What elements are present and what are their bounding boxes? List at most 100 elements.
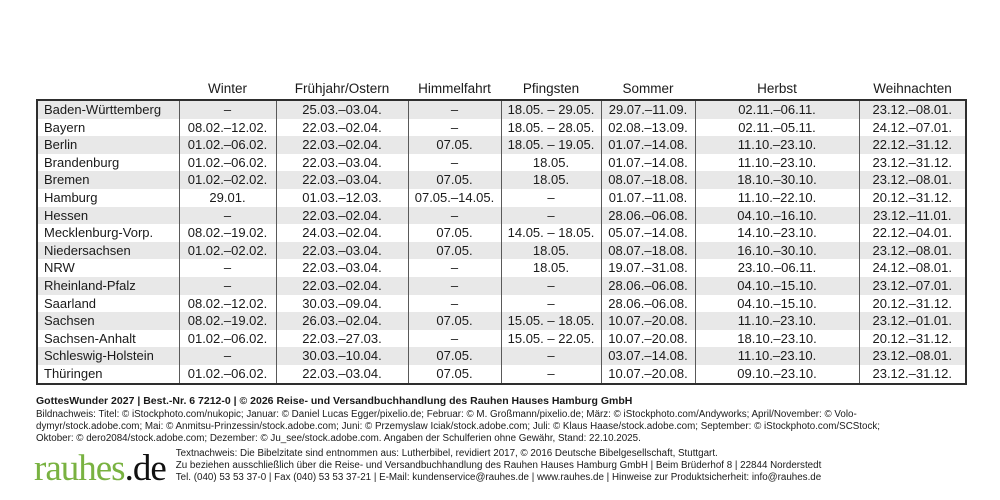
date-cell: 14.05. – 18.05. — [500, 224, 601, 242]
image-credits-line: dymyr/stock.adobe.com; Mai: © Anmitsu-Pr… — [36, 421, 880, 433]
column-header: Sommer — [601, 78, 695, 100]
footer-bottom-row: rauhes.de Textnachweis: Die Bibelzitate … — [34, 446, 821, 489]
column-header: Weihnachten — [859, 78, 966, 100]
image-credits-line: Bildnachweis: Titel: © iStockphoto.com/n… — [36, 409, 857, 420]
date-cell: 02.11.–06.11. — [694, 100, 859, 119]
date-cell: 01.02.–06.02. — [178, 153, 276, 172]
date-cell: 23.12.–31.12. — [858, 153, 966, 172]
date-cell: – — [407, 276, 501, 295]
table-row: Bayern 08.02.–12.02. 22.03.–02.04. –18.05. … — [37, 118, 966, 137]
state-cell: Bayern — [44, 119, 86, 135]
table-row: Hessen –22.03.–02.04. – –28.06.–06.08. 04.10… — [37, 206, 966, 225]
date-cell: – — [178, 347, 276, 365]
date-cell: 10.07.–20.08. — [600, 312, 695, 330]
date-cell: 23.12.–08.01. — [858, 100, 966, 119]
date-cell: 23.12.–11.01. — [858, 206, 966, 225]
logo-name: rauhes — [34, 448, 126, 489]
date-cell: 07.05. — [407, 241, 501, 260]
state-cell: Bremen — [44, 172, 90, 188]
date-cell: 02.08.–13.09. — [600, 118, 695, 137]
date-cell: 04.10.–15.10. — [694, 294, 859, 313]
table-row: Hamburg 29.01. 01.03.–12.03. 07.05.–14.05. –… — [37, 188, 966, 207]
date-cell: 07.05. — [407, 224, 501, 242]
date-cell: 15.05. – 22.05. — [500, 329, 601, 348]
date-cell: 07.05. — [407, 364, 501, 384]
state-cell: Sachsen — [44, 313, 95, 329]
date-cell: 22.03.–02.04. — [275, 136, 408, 154]
date-cell: 22.12.–04.01. — [858, 224, 966, 242]
date-cell: 01.02.–06.02. — [178, 136, 276, 154]
date-cell: 20.12.–31.12. — [858, 294, 966, 313]
date-cell: – — [407, 294, 501, 313]
date-cell: – — [500, 364, 601, 384]
date-cell: 08.02.–19.02. — [178, 312, 276, 330]
table-header-row: Winter Frühjahr/Ostern Himmelfahrt Pfingste… — [37, 78, 966, 100]
state-cell: Hamburg — [44, 189, 98, 205]
date-cell: 18.05. — [500, 259, 601, 277]
date-cell: 19.07.–31.08. — [600, 259, 695, 277]
state-cell: Thüringen — [44, 365, 103, 381]
table-row: Saarland 08.02.–12.02. 30.03.–09.04. – –28.0… — [37, 294, 966, 313]
date-cell: – — [178, 276, 276, 295]
table-body: Baden-Württemberg –25.03.–03.04. –18.05. –… — [37, 100, 966, 384]
date-cell: 01.02.–06.02. — [178, 329, 276, 348]
date-cell: 11.10.–23.10. — [694, 153, 859, 172]
date-cell: 18.05. — [500, 153, 601, 172]
date-cell: 22.03.–03.04. — [275, 153, 408, 172]
date-cell: 18.10.–23.10. — [694, 329, 859, 348]
state-cell: Saarland — [44, 295, 97, 311]
table-row: Baden-Württemberg –25.03.–03.04. –18.05. –… — [37, 100, 966, 119]
date-cell: 01.03.–12.03. — [275, 188, 408, 207]
date-cell: 30.03.–09.04. — [275, 294, 408, 313]
date-cell: – — [500, 347, 601, 365]
table-row: Sachsen 08.02.–19.02. 26.03.–02.04. 07.05. 1… — [37, 312, 966, 330]
column-header: Winter — [179, 78, 276, 100]
image-credits-line: Oktober: © dero2084/stock.adobe.com; Dez… — [36, 433, 641, 445]
date-cell: 18.05. – 29.05. — [500, 100, 601, 119]
table-row: Schleswig-Holstein –30.03.–10.04. 07.05. –0… — [37, 347, 966, 365]
date-cell: 10.07.–20.08. — [600, 329, 695, 348]
table-row: Rheinland-Pfalz –22.03.–02.04. – –28.06.–06… — [37, 276, 966, 295]
date-cell: 04.10.–15.10. — [694, 276, 859, 295]
date-cell: 07.05. — [407, 171, 501, 189]
product-info-line: GottesWunder 2027 | Best.-Nr. 6 7212-0 |… — [36, 395, 633, 407]
text-credits-and-contact: Textnachweis: Die Bibelzitate sind entno… — [176, 448, 822, 485]
date-cell: 23.12.–08.01. — [858, 347, 966, 365]
date-cell: – — [178, 259, 276, 277]
date-cell: 01.02.–06.02. — [178, 364, 276, 384]
date-cell: 08.07.–18.08. — [600, 241, 695, 260]
date-cell: 22.12.–31.12. — [858, 136, 966, 154]
column-header: Himmelfahrt — [408, 78, 501, 100]
date-cell: 01.02.–02.02. — [178, 241, 276, 260]
state-cell: Brandenburg — [44, 154, 120, 170]
date-cell: 20.12.–31.12. — [858, 188, 966, 207]
date-cell: 22.03.–03.04. — [275, 171, 408, 189]
date-cell: 30.03.–10.04. — [275, 347, 408, 365]
date-cell: 22.03.–27.03. — [275, 329, 408, 348]
header-row: Winter Frühjahr/Ostern Himmelfahrt Pfingste… — [37, 78, 966, 100]
date-cell: 08.02.–12.02. — [178, 294, 276, 313]
table-row: Thüringen 01.02.–06.02. 22.03.–03.04. 07.05… — [37, 364, 966, 384]
table-row: Berlin 01.02.–06.02. 22.03.–02.04. 07.05. 18… — [37, 136, 966, 154]
date-cell: 14.10.–23.10. — [694, 224, 859, 242]
date-cell: 25.03.–03.04. — [275, 100, 408, 119]
date-cell: – — [500, 276, 601, 295]
date-cell: 24.12.–07.01. — [858, 118, 966, 137]
table-row: NRW –22.03.–03.04. –18.05. 19.07.–31.08. 23.… — [37, 259, 966, 277]
date-cell: 23.12.–08.01. — [858, 171, 966, 189]
date-cell: 23.12.–31.12. — [858, 364, 966, 384]
date-cell: 28.06.–06.08. — [600, 206, 695, 225]
date-cell: 01.07.–11.08. — [600, 188, 695, 207]
date-cell: – — [500, 294, 601, 313]
date-cell: 18.05. — [500, 241, 601, 260]
date-cell: 24.12.–08.01. — [858, 259, 966, 277]
date-cell: 20.12.–31.12. — [858, 329, 966, 348]
date-cell: 11.10.–22.10. — [694, 188, 859, 207]
date-cell: 22.03.–03.04. — [275, 241, 408, 260]
date-cell: 18.05. – 28.05. — [500, 118, 601, 137]
image-credits: Bildnachweis: Titel: © iStockphoto.com/n… — [36, 409, 981, 446]
corner-cell — [37, 78, 179, 100]
date-cell: 11.10.–23.10. — [694, 136, 859, 154]
date-cell: 16.10.–30.10. — [694, 241, 859, 260]
state-cell: Niedersachsen — [44, 242, 131, 258]
